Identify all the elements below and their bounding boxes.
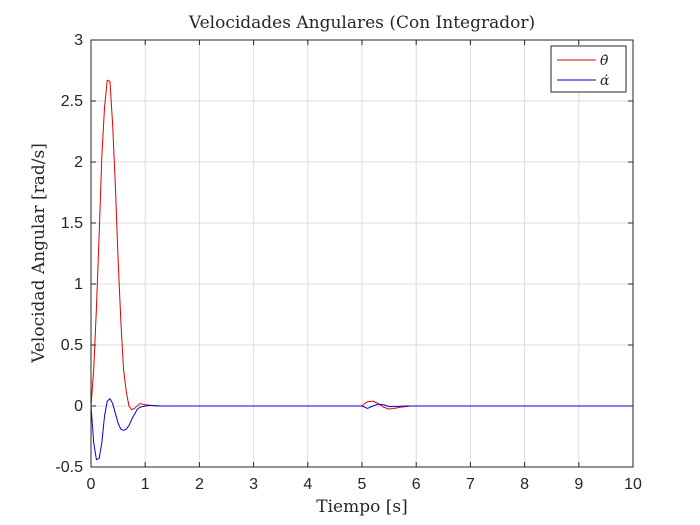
y-tick-label: 0.5 [61, 337, 83, 354]
y-tick-label: 2 [74, 154, 83, 171]
x-tick-label: 6 [412, 476, 421, 493]
y-tick-label: 0 [74, 398, 83, 415]
series-theta-dot-line [90, 79, 633, 411]
y-axis-label: Velocidad Angular [rad/s] [29, 143, 49, 364]
x-tick-label: 10 [624, 476, 642, 493]
x-tick-label: 5 [358, 476, 367, 493]
legend: θ̇ α̇ [550, 45, 627, 93]
legend-label-theta: θ̇ [600, 53, 609, 69]
x-tick-label: 8 [520, 476, 529, 493]
x-tick-label: 3 [249, 476, 258, 493]
series-alpha-dot-line [90, 398, 633, 461]
legend-label-alpha: α̇ [600, 73, 610, 89]
ticks: 0 1 2 3 4 5 6 7 8 9 10-0.500.511.522.53 [55, 32, 642, 493]
x-tick-label: 1 [141, 476, 150, 493]
x-tick-label: 2 [195, 476, 204, 493]
x-tick-label: 4 [303, 476, 312, 493]
y-tick-label: 1 [74, 276, 83, 293]
series-group [90, 79, 633, 461]
y-tick-label: 1.5 [61, 215, 83, 232]
y-tick-label: 2.5 [61, 93, 83, 110]
x-axis-label: Tiempo [s] [316, 497, 407, 517]
x-tick-label: 7 [466, 476, 475, 493]
y-tick-label: -0.5 [55, 459, 83, 476]
x-tick-label: 9 [574, 476, 583, 493]
x-tick-label: 0 [87, 476, 96, 493]
chart-title: Velocidades Angulares (Con Integrador) [188, 13, 535, 33]
legend-box [550, 45, 627, 93]
y-tick-label: 3 [74, 32, 83, 49]
